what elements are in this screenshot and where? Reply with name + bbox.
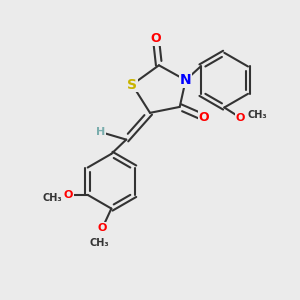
Text: N: N [180, 73, 191, 87]
Text: O: O [98, 223, 107, 233]
Text: O: O [64, 190, 73, 200]
Text: O: O [151, 32, 161, 45]
Text: O: O [198, 111, 209, 124]
Text: CH₃: CH₃ [90, 238, 109, 248]
Text: CH₃: CH₃ [247, 110, 267, 120]
Text: CH₃: CH₃ [42, 193, 62, 203]
Text: H: H [96, 127, 106, 137]
Text: S: S [127, 78, 137, 92]
Text: O: O [236, 113, 245, 123]
